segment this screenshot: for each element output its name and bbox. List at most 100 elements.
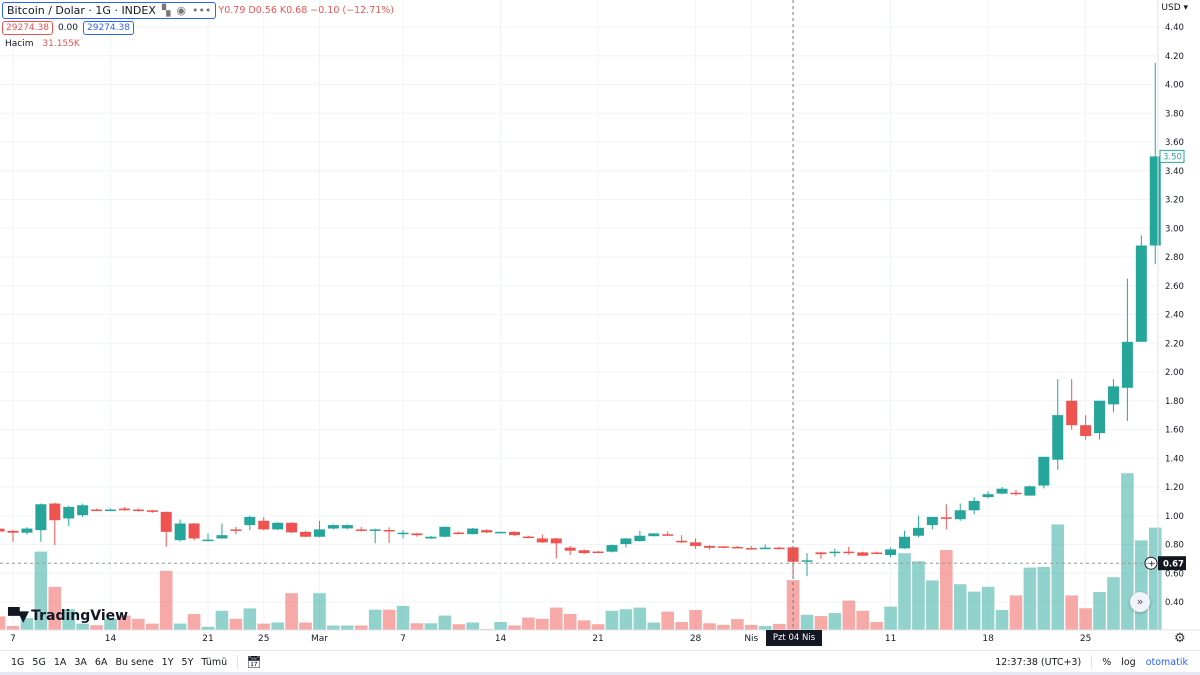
volume-bar [410,623,424,630]
volume-bar [717,624,730,630]
time-tick-label: 7 [10,634,16,644]
time-tick-label: 25 [1079,634,1092,644]
candle [341,524,353,530]
range-3m[interactable]: 3A [74,656,87,668]
candle [704,545,715,550]
volume-bar [577,620,591,630]
volume-bar [452,624,466,630]
candle [1052,379,1064,470]
percent-toggle[interactable]: % [1102,656,1112,668]
candle-body [300,531,312,537]
volume-bar [382,609,396,630]
candle-body [1121,341,1133,388]
price-chart[interactable]: 0.40 0.60 0.80 1.00 1.20 1.40 1.60 1.80 2.00 2.20… [0,0,1200,650]
volume-bar [1037,566,1051,630]
candle [1010,489,1022,496]
candle [815,551,827,559]
candle [968,497,980,515]
volume-bar [522,617,535,630]
auto-scale-toggle[interactable]: otomatik [1145,656,1188,668]
candle-body [481,530,493,533]
last-price-tag [1159,149,1185,163]
range-5d[interactable]: 5G [32,656,46,668]
range-5y[interactable]: 5Y [181,656,194,668]
candle-body [132,509,144,512]
candle-body [634,535,646,542]
time-tick-label: Nis [744,634,759,644]
candle-body [648,533,660,537]
range-1d[interactable]: 1G [11,656,25,668]
candle-body [996,488,1008,494]
candle [843,546,855,555]
time-tick-label: 25 [258,634,270,644]
volume-label: Hacim [5,39,34,49]
eye-icon[interactable]: ◉ [176,4,186,17]
volume-bar [90,625,103,630]
price-tick-label: 2.20 [1165,339,1184,349]
price-tick-label: 3.80 [1165,109,1184,119]
volume-bar [132,618,145,630]
calendar-icon[interactable]: 📅︎ [246,655,262,669]
time-tick-label: Mar [310,634,328,644]
volume-bar [675,622,688,630]
candle-body [1010,492,1022,495]
more-icon[interactable]: ••• [191,4,212,17]
candle-body [578,550,590,554]
candle [773,546,785,550]
time-tick-label: 28 [689,634,702,644]
candle-body [536,538,548,543]
volume-bar [0,616,6,630]
volume-bar [299,622,312,630]
crosshair [0,0,1158,630]
volume-bar [605,610,619,630]
log-toggle[interactable]: log [1121,656,1136,668]
price-tick-label: 3.60 [1165,138,1184,148]
scroll-to-realtime-button[interactable]: » [1130,592,1150,612]
divider [237,655,239,669]
candle-body [1094,400,1106,434]
volume-bar [842,600,856,630]
volume-bar [396,606,410,630]
range-1m[interactable]: 1A [53,656,67,668]
currency-selector[interactable]: USD ▾ [1161,3,1188,13]
candle [745,545,757,550]
candle [21,527,33,535]
range-ytd[interactable]: Bu sene [115,656,154,668]
volume-bar [814,616,828,630]
price-tick-label: 0.40 [1165,598,1184,608]
volume-bar [703,623,716,630]
settings-gear-icon[interactable]: ⚙ [1174,631,1186,646]
candle-body [91,509,103,512]
candle-body [49,503,61,521]
candle [244,515,256,531]
candle-body [272,522,284,530]
volume-bar [856,610,870,630]
volume-bar [118,615,131,630]
candle [857,551,869,556]
volume-bar [689,610,702,630]
volume-bar [1135,540,1148,630]
candles [0,62,1161,579]
volume-bar [1093,592,1106,630]
candle-body [801,560,813,562]
tradingview-logo: ▀▼ TradingView [8,607,128,625]
candle-body [77,505,89,516]
price-tick-label: 3.20 [1165,196,1184,206]
price-tick-label: 1.40 [1165,454,1184,464]
sell-price[interactable]: 29274.38 [2,21,53,35]
flag-icon[interactable]: ▚ [161,4,171,17]
candle [662,531,674,536]
candle [383,527,395,544]
time-tick-label: 21 [202,634,214,644]
range-1y[interactable]: 1Y [161,656,174,668]
volume-bar [758,626,772,630]
range-6m[interactable]: 6A [94,656,108,668]
candle-body [174,523,186,541]
candle-body [940,517,952,519]
candle-body [745,548,757,550]
candle-body [369,529,381,531]
symbol-box[interactable]: Bitcoin / Dolar · 1G · INDEX ▚ ◉ ••• [2,2,217,19]
buy-price[interactable]: 29274.38 [83,21,134,35]
candle [313,520,325,538]
range-all[interactable]: Tümü [201,656,228,668]
